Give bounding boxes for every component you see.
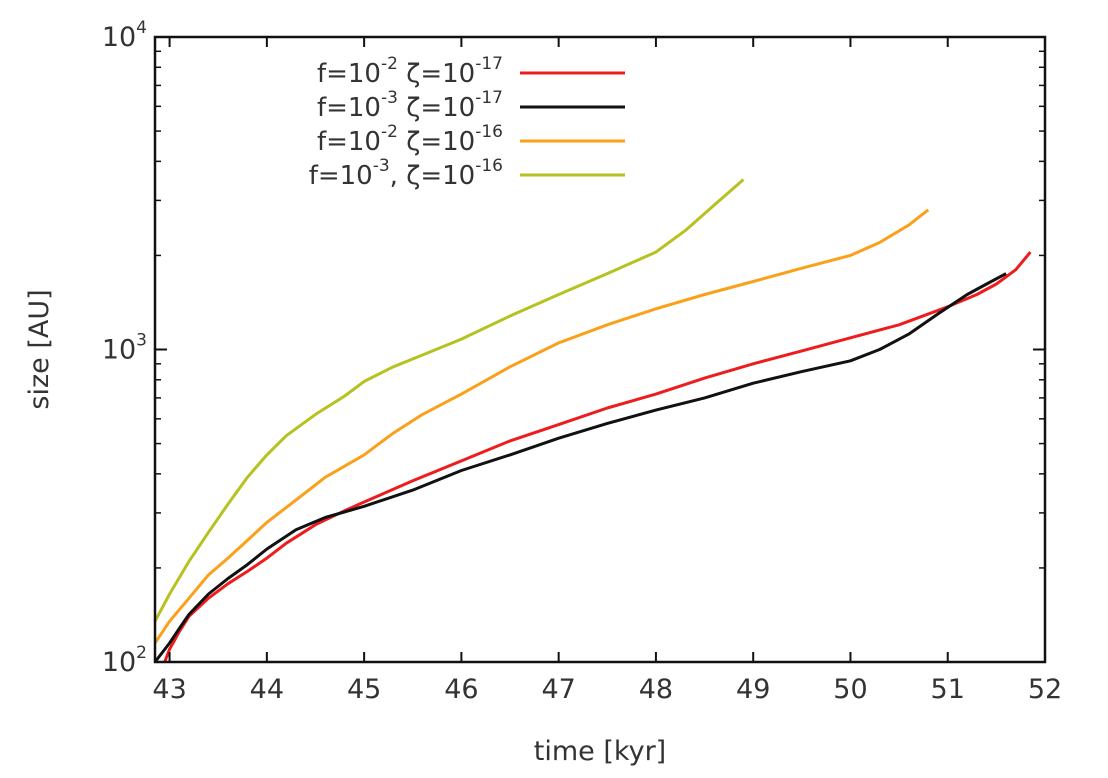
legend-label-text: ζ=10 — [398, 59, 475, 89]
legend-entry-1: f=10-2 ζ=10-17 — [317, 54, 625, 89]
series-line-3 — [153, 208, 930, 644]
legend: f=10-2 ζ=10-17f=10-3 ζ=10-17f=10-2 ζ=10-… — [309, 54, 625, 191]
legend-label-text: ζ=10 — [398, 93, 475, 123]
legend-label-exponent: -3 — [381, 88, 398, 108]
legend-label-text: f=10 — [309, 161, 373, 191]
legend-label-exponent: -16 — [475, 122, 503, 142]
legend-label-text: , ζ=10 — [390, 161, 476, 191]
x-tick-label: 44 — [250, 674, 284, 705]
y-tick-label: 102 — [102, 643, 147, 678]
legend-entry-3: f=10-2 ζ=10-16 — [317, 122, 625, 157]
y-tick-label: 104 — [102, 18, 147, 53]
legend-label-text: ζ=10 — [398, 127, 475, 157]
legend-label-exponent: -2 — [381, 54, 398, 74]
legend-label: f=10-2 ζ=10-16 — [317, 122, 503, 157]
legend-label: f=10-2 ζ=10-17 — [317, 54, 503, 89]
legend-label-text: f=10 — [317, 127, 381, 157]
x-axis-label: time [kyr] — [534, 736, 666, 767]
y-tick-exponent: 4 — [136, 18, 147, 38]
y-axis-label: size [AU] — [24, 289, 55, 409]
legend-entry-2: f=10-3 ζ=10-17 — [317, 88, 625, 123]
legend-label-exponent: -3 — [373, 156, 390, 176]
legend-label-exponent: -16 — [475, 156, 503, 176]
y-tick-exponent: 2 — [136, 643, 147, 663]
x-tick-label: 46 — [444, 674, 478, 705]
legend-label-exponent: -2 — [381, 122, 398, 142]
legend-label: f=10-3 ζ=10-17 — [317, 88, 503, 123]
series-line-4 — [153, 178, 745, 623]
series-line-2 — [153, 272, 1007, 663]
x-tick-label: 49 — [736, 674, 770, 705]
series-layer — [153, 178, 1032, 663]
legend-label-text: f=10 — [317, 93, 381, 123]
x-tick-label: 50 — [833, 674, 867, 705]
y-tick-base: 10 — [102, 647, 136, 678]
y-tick-base: 10 — [102, 335, 136, 366]
x-tick-label: 47 — [541, 674, 575, 705]
legend-label-exponent: -17 — [475, 88, 503, 108]
x-tick-label: 45 — [347, 674, 381, 705]
legend-entry-4: f=10-3, ζ=10-16 — [309, 156, 625, 191]
x-tick-label: 43 — [152, 674, 186, 705]
legend-label: f=10-3, ζ=10-16 — [309, 156, 503, 191]
legend-label-exponent: -17 — [475, 54, 503, 74]
x-tick-label: 51 — [931, 674, 965, 705]
y-tick-label: 103 — [102, 331, 147, 366]
series-line-1 — [163, 251, 1032, 663]
legend-label-text: f=10 — [317, 59, 381, 89]
y-tick-base: 10 — [102, 22, 136, 53]
y-tick-exponent: 3 — [136, 331, 147, 351]
x-tick-label: 48 — [639, 674, 673, 705]
x-tick-label: 52 — [1028, 674, 1062, 705]
plot-area-frame — [153, 35, 1047, 664]
